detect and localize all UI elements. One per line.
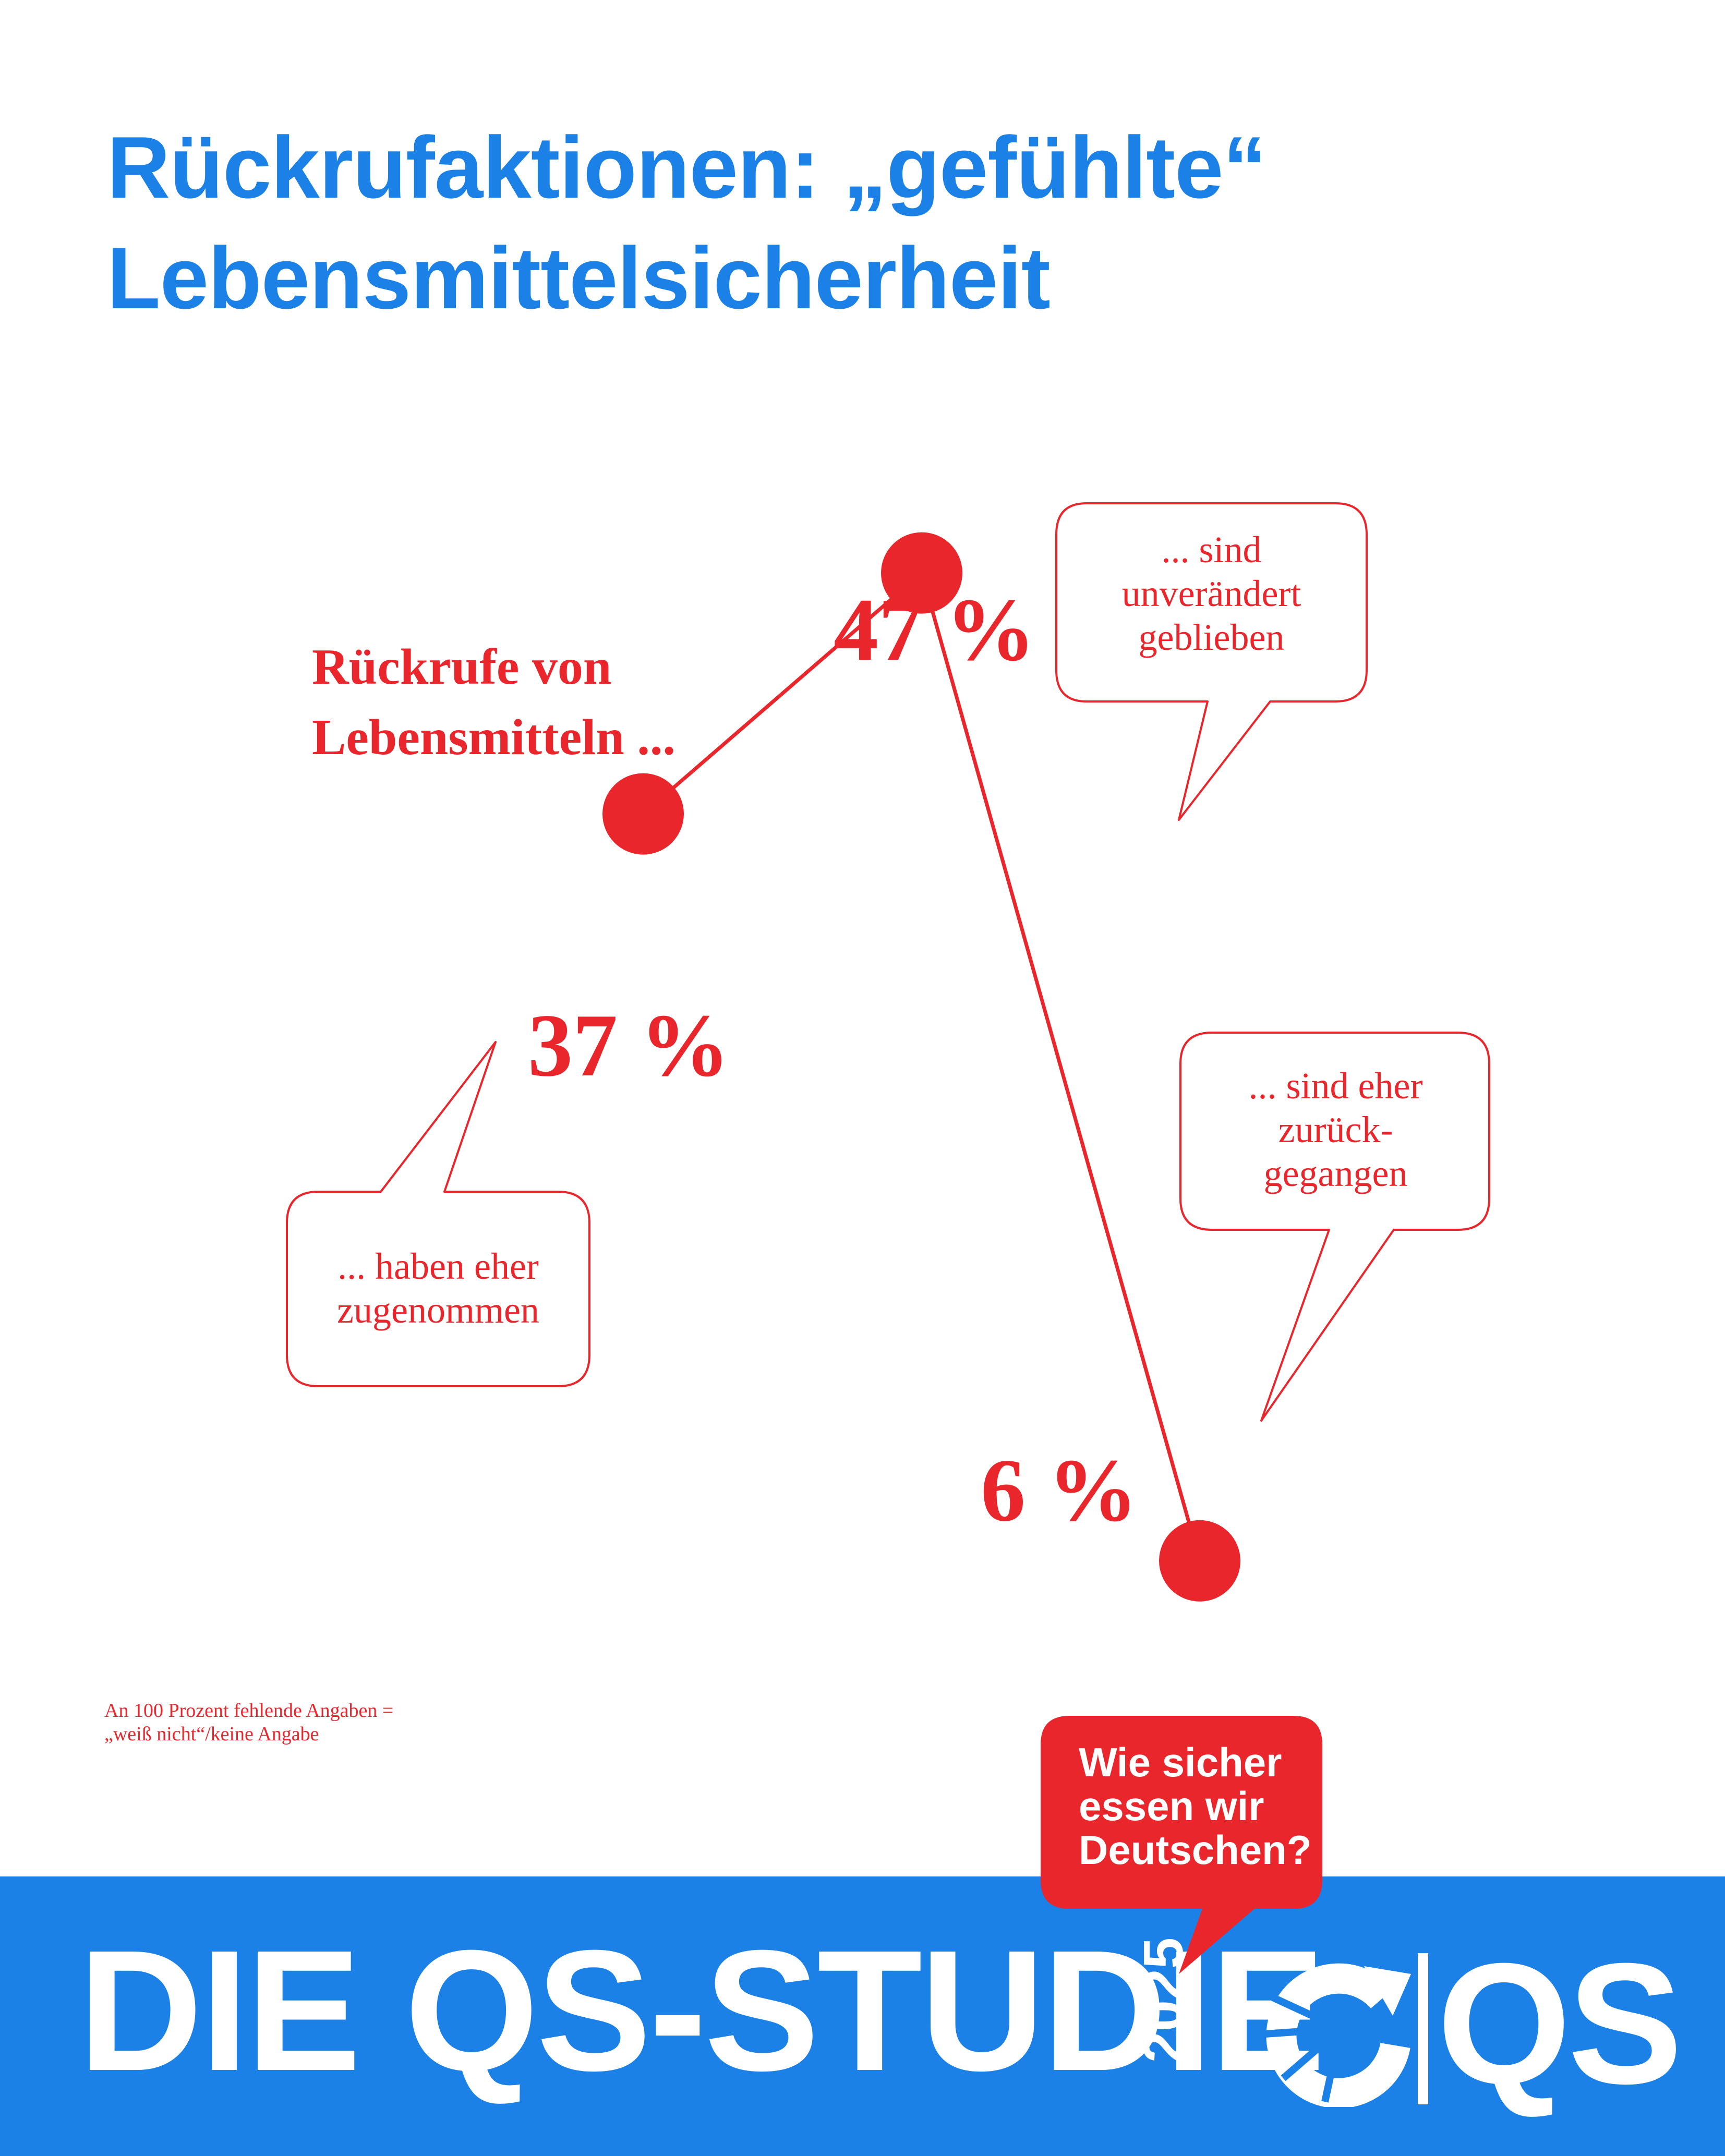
tagline: Wie sicher essen wir Deutschen? bbox=[1079, 1740, 1319, 1872]
tagline-bubble bbox=[1041, 1716, 1322, 1974]
page-title: Rückrufaktionen: „gefühlte“ Lebensmittel… bbox=[107, 112, 1515, 333]
bubble-increased-line-1: ... haben eher bbox=[337, 1245, 539, 1287]
bubble-unchanged-line-3: geblieben bbox=[1138, 616, 1285, 658]
bubble-decreased-line-2: zurück- bbox=[1278, 1109, 1393, 1150]
bubble-increased bbox=[286, 1041, 590, 1387]
series-label: Rückrufe von Lebensmitteln ... bbox=[312, 632, 781, 773]
qs-logo-icon bbox=[1264, 1963, 1411, 2107]
series-line bbox=[602, 532, 1240, 1602]
bubble-unchanged-line-2: unverändert bbox=[1121, 573, 1301, 614]
bubble-text-decreased: ... sind eher zurück- gegangen bbox=[1186, 1064, 1486, 1195]
data-label-increased: 37 % bbox=[528, 996, 730, 1095]
logo-separator bbox=[1418, 1953, 1428, 2104]
footnote: An 100 Prozent fehlende Angaben = „weiß … bbox=[104, 1699, 574, 1746]
footnote-line-2: „weiß nicht“/keine Angabe bbox=[104, 1723, 319, 1745]
tagline-line-1: Wie sicher bbox=[1079, 1739, 1282, 1785]
bubble-increased-line-2: zugenommen bbox=[337, 1289, 539, 1331]
data-label-unchanged: 47 % bbox=[834, 580, 1035, 680]
title-line-2: Lebensmittelsicherheit bbox=[107, 229, 1051, 327]
footer-bar bbox=[0, 1876, 1725, 2156]
series-label-line-1: Rückrufe von bbox=[312, 639, 612, 695]
brand-title: DIE QS-STUDIE bbox=[78, 1914, 1325, 2106]
data-point-decreased bbox=[1159, 1520, 1240, 1602]
data-label-decreased: 6 % bbox=[981, 1441, 1138, 1540]
bubble-unchanged bbox=[1055, 502, 1368, 821]
bubble-unchanged-line-1: ... sind bbox=[1161, 529, 1262, 571]
logo-text: QS bbox=[1437, 1927, 1683, 2119]
footnote-line-1: An 100 Prozent fehlende Angaben = bbox=[104, 1700, 394, 1722]
series-label-line-2: Lebensmitteln ... bbox=[312, 709, 675, 766]
tagline-line-3: Deutschen? bbox=[1079, 1827, 1312, 1873]
data-point-unchanged bbox=[881, 532, 962, 614]
bubble-decreased-line-1: ... sind eher bbox=[1248, 1065, 1423, 1107]
tagline-line-2: essen wir bbox=[1079, 1783, 1264, 1829]
bubble-text-increased: ... haben eher zugenommen bbox=[292, 1244, 584, 1332]
bubble-decreased bbox=[1179, 1032, 1490, 1422]
data-point-increased bbox=[602, 773, 684, 855]
bubble-text-unchanged: ... sind unverändert geblieben bbox=[1061, 528, 1361, 659]
title-line-1: Rückrufaktionen: „gefühlte“ bbox=[107, 118, 1266, 216]
line-chart bbox=[286, 502, 1490, 1602]
bubble-decreased-line-3: gegangen bbox=[1263, 1153, 1408, 1194]
